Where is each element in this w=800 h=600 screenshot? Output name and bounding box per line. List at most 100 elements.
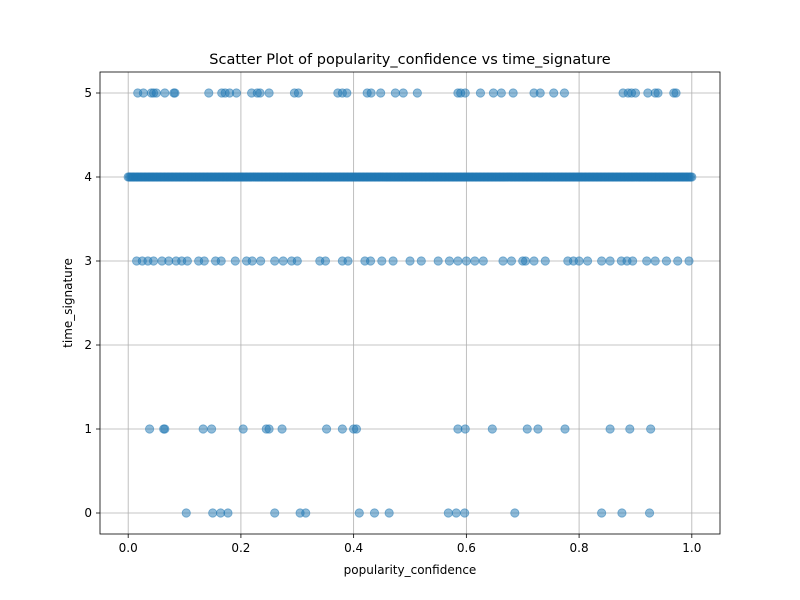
scatter-point bbox=[508, 88, 518, 98]
x-tick-label: 0.6 bbox=[457, 541, 476, 555]
scatter-point bbox=[278, 256, 288, 266]
scatter-point bbox=[673, 256, 683, 266]
scatter-point bbox=[412, 88, 422, 98]
scatter-point bbox=[390, 88, 400, 98]
scatter-point bbox=[230, 256, 240, 266]
x-tick-label: 0.8 bbox=[570, 541, 589, 555]
scatter-point bbox=[535, 88, 545, 98]
scatter-point bbox=[644, 508, 655, 518]
scatter-point bbox=[628, 256, 638, 266]
scatter-point bbox=[198, 424, 208, 434]
scatter-point bbox=[405, 256, 415, 266]
scatter-point bbox=[301, 508, 311, 518]
scatter-point bbox=[453, 256, 463, 266]
scatter-point bbox=[264, 88, 274, 98]
scatter-point bbox=[560, 424, 570, 434]
scatter-point bbox=[160, 88, 170, 98]
scatter-point bbox=[145, 424, 155, 434]
scatter-point bbox=[460, 508, 470, 518]
scatter-point bbox=[204, 88, 214, 98]
y-axis-label: time_signature bbox=[61, 258, 75, 348]
scatter-point bbox=[444, 256, 455, 266]
scatter-point bbox=[231, 88, 241, 98]
scatter-point bbox=[475, 88, 486, 98]
scatter-point bbox=[671, 88, 681, 98]
scatter-point bbox=[416, 256, 426, 266]
x-tick-label: 0.0 bbox=[119, 541, 138, 555]
scatter-point bbox=[617, 508, 627, 518]
scatter-point bbox=[630, 88, 641, 98]
scatter-point bbox=[597, 256, 607, 266]
scatter-point bbox=[216, 256, 226, 266]
scatter-point bbox=[687, 172, 697, 182]
scatter-point bbox=[182, 256, 192, 266]
scatter-point bbox=[470, 256, 480, 266]
scatter-point bbox=[270, 256, 280, 266]
scatter-point bbox=[337, 424, 347, 434]
scatter-point bbox=[342, 88, 352, 98]
scatter-point bbox=[199, 256, 209, 266]
scatter-point bbox=[207, 424, 217, 434]
grid-layer bbox=[100, 72, 720, 534]
scatter-point bbox=[138, 88, 148, 98]
scatter-point bbox=[597, 508, 607, 518]
scatter-point bbox=[443, 508, 453, 518]
scatter-point bbox=[529, 256, 539, 266]
scatter-point bbox=[351, 424, 362, 434]
scatter-point bbox=[605, 256, 615, 266]
scatter-point bbox=[625, 424, 635, 434]
scatter-point bbox=[376, 88, 386, 98]
scatter-point bbox=[388, 256, 398, 266]
scatter-point bbox=[522, 424, 532, 434]
scatter-point bbox=[559, 88, 570, 98]
scatter-point bbox=[653, 88, 663, 98]
ticks-layer: 0.0 0.2 0.4 0.6 0.8 1.0 0 1 2 3 4 5 bbox=[84, 86, 701, 555]
scatter-point bbox=[247, 256, 257, 266]
scatter-point bbox=[223, 508, 233, 518]
points-layer bbox=[123, 88, 697, 518]
y-tick-label: 0 bbox=[84, 506, 92, 520]
scatter-point bbox=[148, 256, 159, 266]
scatter-point bbox=[320, 256, 331, 266]
y-tick-label: 5 bbox=[84, 86, 92, 100]
scatter-point bbox=[684, 256, 694, 266]
scatter-point bbox=[293, 88, 303, 98]
scatter-point bbox=[377, 256, 387, 266]
scatter-point bbox=[365, 256, 376, 266]
scatter-point bbox=[496, 88, 506, 98]
scatter-point bbox=[605, 424, 615, 434]
x-axis-label: popularity_confidence bbox=[344, 563, 477, 577]
scatter-point bbox=[461, 256, 471, 266]
scatter-point bbox=[460, 88, 470, 98]
scatter-point bbox=[478, 256, 488, 266]
scatter-point bbox=[540, 256, 550, 266]
scatter-point bbox=[460, 424, 470, 434]
scatter-point bbox=[510, 508, 520, 518]
scatter-point bbox=[270, 508, 280, 518]
scatter-point bbox=[398, 88, 408, 98]
chart-title: Scatter Plot of popularity_confidence vs… bbox=[209, 52, 610, 68]
scatter-point bbox=[520, 256, 531, 266]
scatter-point bbox=[170, 88, 180, 98]
scatter-point bbox=[582, 256, 593, 266]
scatter-point bbox=[642, 256, 652, 266]
scatter-point bbox=[533, 424, 543, 434]
x-tick-label: 0.4 bbox=[344, 541, 363, 555]
scatter-point bbox=[354, 508, 364, 518]
plot-frame bbox=[99, 71, 721, 535]
x-tick-label: 1.0 bbox=[682, 541, 701, 555]
scatter-point bbox=[650, 256, 660, 266]
scatter-point bbox=[498, 256, 508, 266]
scatter-point bbox=[487, 424, 497, 434]
scatter-point bbox=[506, 256, 517, 266]
scatter-point bbox=[181, 508, 191, 518]
y-tick-label: 4 bbox=[84, 170, 92, 184]
scatter-point bbox=[451, 508, 461, 518]
scatter-point bbox=[488, 88, 499, 98]
scatter-point bbox=[366, 88, 376, 98]
scatter-point bbox=[292, 256, 302, 266]
scatter-point bbox=[238, 424, 248, 434]
scatter-point bbox=[277, 424, 287, 434]
scatter-point bbox=[369, 508, 380, 518]
